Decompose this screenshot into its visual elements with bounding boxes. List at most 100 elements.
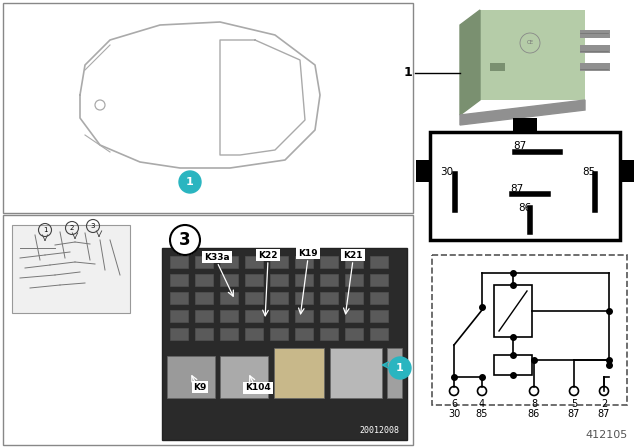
Bar [432, 255, 627, 405]
Bar [370, 328, 388, 340]
Bar [195, 256, 213, 268]
Bar [345, 292, 363, 304]
Text: 30: 30 [448, 409, 460, 419]
Bar [170, 292, 188, 304]
Text: 1: 1 [186, 177, 194, 187]
Bar [195, 274, 213, 286]
Bar [170, 310, 188, 322]
Text: K22: K22 [259, 250, 278, 259]
Text: 2: 2 [70, 225, 74, 231]
Bar [320, 328, 338, 340]
Circle shape [179, 171, 201, 193]
Bar [270, 256, 288, 268]
Bar [345, 310, 363, 322]
Bar [270, 274, 288, 286]
Bar [195, 328, 213, 340]
Text: 87: 87 [568, 409, 580, 419]
Bar [370, 292, 388, 304]
Text: 87: 87 [513, 141, 526, 151]
Polygon shape [460, 10, 480, 115]
Text: 2: 2 [601, 399, 607, 409]
Bar [370, 256, 388, 268]
Bar [220, 292, 238, 304]
Bar [295, 310, 313, 322]
Bar [220, 310, 238, 322]
Bar [167, 356, 215, 398]
Bar [245, 310, 263, 322]
Bar [494, 285, 532, 337]
Text: K104: K104 [245, 383, 271, 392]
Bar [295, 256, 313, 268]
Text: 87: 87 [510, 184, 524, 194]
Bar [320, 274, 338, 286]
Bar [220, 328, 238, 340]
Text: 3: 3 [179, 231, 191, 249]
Bar [220, 356, 268, 398]
Bar [580, 63, 610, 71]
Bar [170, 328, 188, 340]
Text: 5: 5 [571, 399, 577, 409]
Bar [295, 292, 313, 304]
Circle shape [389, 357, 411, 379]
Text: 30: 30 [440, 167, 453, 177]
Bar [320, 292, 338, 304]
Bar [494, 355, 532, 375]
Bar [490, 63, 505, 71]
Polygon shape [460, 100, 585, 125]
Bar [370, 274, 388, 286]
Text: 3: 3 [91, 223, 95, 229]
Text: K33a: K33a [204, 253, 230, 262]
Text: 87: 87 [598, 409, 610, 419]
Text: 85: 85 [582, 167, 595, 177]
Bar [195, 292, 213, 304]
Text: 85: 85 [476, 409, 488, 419]
Bar [12, 225, 130, 313]
Bar [620, 160, 634, 182]
Text: K21: K21 [343, 250, 363, 259]
Bar [245, 292, 263, 304]
Bar [162, 248, 407, 440]
Bar [245, 274, 263, 286]
Text: 412105: 412105 [586, 430, 628, 440]
Bar [370, 310, 388, 322]
Bar [580, 30, 610, 38]
Text: K9: K9 [193, 383, 207, 392]
Bar [345, 328, 363, 340]
Bar [320, 256, 338, 268]
Bar [245, 328, 263, 340]
Bar [3, 215, 413, 445]
Bar [580, 45, 610, 53]
Bar [270, 292, 288, 304]
Text: CE: CE [527, 40, 534, 46]
Bar [480, 10, 585, 100]
Bar [245, 256, 263, 268]
Text: 4: 4 [479, 399, 485, 409]
Bar [416, 160, 430, 182]
Bar [195, 310, 213, 322]
Bar [430, 132, 620, 240]
Bar [220, 256, 238, 268]
Text: K19: K19 [298, 249, 318, 258]
Bar [220, 274, 238, 286]
Bar [295, 274, 313, 286]
Bar [274, 348, 324, 398]
Text: 1: 1 [396, 363, 404, 373]
Bar [295, 328, 313, 340]
Bar [345, 274, 363, 286]
Text: 1: 1 [404, 66, 412, 79]
Bar [270, 310, 288, 322]
Bar [320, 310, 338, 322]
Text: 86: 86 [518, 203, 531, 213]
Bar [170, 256, 188, 268]
Text: 8: 8 [531, 399, 537, 409]
Bar [3, 3, 413, 213]
Text: 6: 6 [451, 399, 457, 409]
Bar [170, 274, 188, 286]
Bar [345, 256, 363, 268]
Bar [513, 118, 537, 132]
Bar [387, 348, 402, 398]
Text: 1: 1 [43, 227, 47, 233]
Circle shape [170, 225, 200, 255]
Bar [330, 348, 382, 398]
Text: 86: 86 [528, 409, 540, 419]
